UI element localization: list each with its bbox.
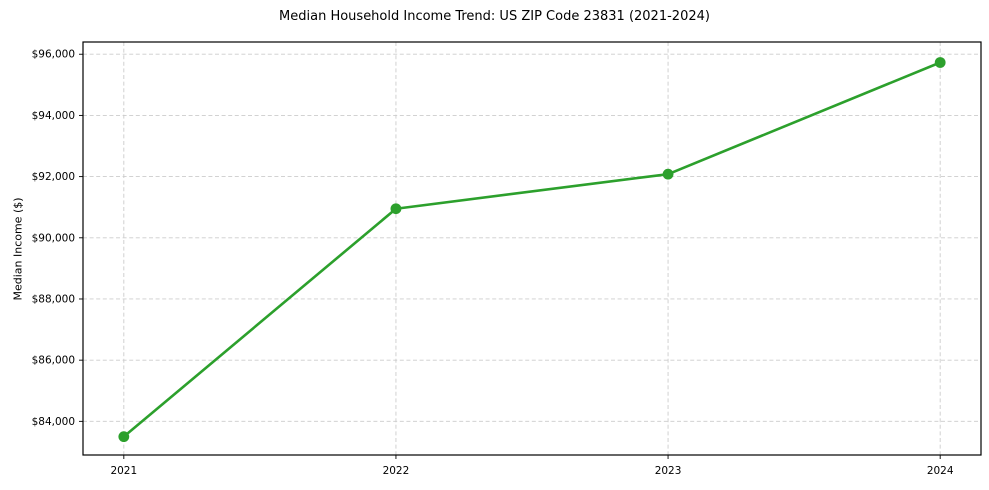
chart-title: Median Household Income Trend: US ZIP Co… (279, 9, 710, 24)
y-tick-label: $86,000 (32, 355, 75, 367)
y-tick-label: $90,000 (32, 232, 75, 244)
income-trend-line (122, 61, 942, 438)
x-tick-label: 2023 (655, 465, 682, 477)
y-tick-label: $96,000 (32, 49, 75, 61)
data-point-2024 (934, 57, 946, 68)
y-tick-label: $94,000 (32, 110, 75, 122)
x-tick-label: 2022 (383, 465, 410, 477)
y-tick-label: $92,000 (32, 171, 75, 183)
data-point-2023 (662, 168, 674, 180)
y-tick-label: $84,000 (32, 416, 75, 428)
x-tick-label: 2024 (927, 465, 954, 477)
plot-border (82, 41, 982, 456)
data-point-2021 (118, 431, 130, 443)
y-tick-label: $88,000 (32, 293, 75, 305)
data-point-2022 (390, 203, 402, 215)
x-tick-label: 2021 (110, 465, 137, 477)
